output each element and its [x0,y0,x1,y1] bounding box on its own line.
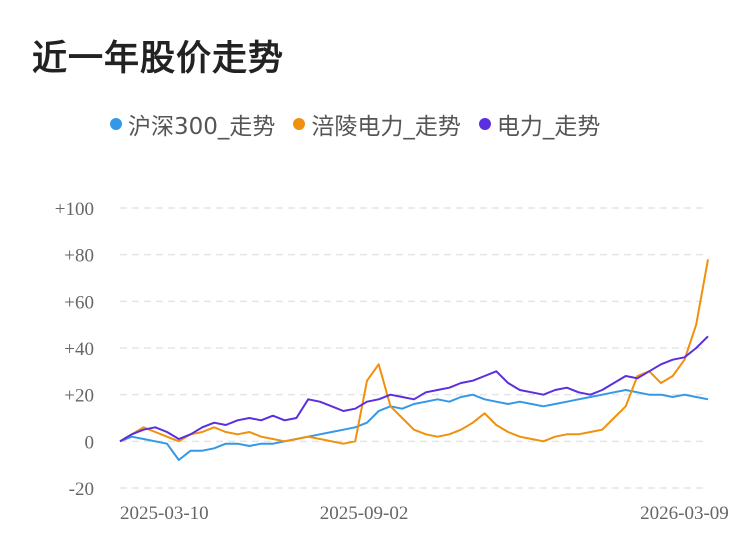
legend-dot-fuling [293,118,306,130]
grid-layer [120,207,708,489]
legend-label-dianli: 电力_走势 [496,114,601,140]
legend-item-fuling[interactable]: 涪陵电力_走势 [293,107,461,141]
y-axis-ticks: +100 +80 +60 +40 +20 0 -20 [55,199,94,500]
legend-dot-dianli [478,118,491,130]
legend-label-hs300: 沪深300_走势 [128,114,276,140]
series-line-fuling[interactable] [119,259,709,445]
legend-dot-hs300 [110,118,122,130]
legend-item-hs300[interactable]: 沪深300_走势 [110,107,275,141]
series-line-dianli[interactable] [119,335,709,443]
chart-title: 近一年股价走势 [32,39,285,79]
legend: 沪深300_走势 涪陵电力_走势 电力_走势 [110,108,618,140]
x-tick-label: 2025-09-02 [320,503,409,524]
y-tick-label: 0 [85,432,95,453]
legend-item-dianli[interactable]: 电力_走势 [478,107,601,141]
y-tick-label: +100 [55,199,94,220]
x-tick-label: 2026-03-09 [640,503,729,524]
x-axis-ticks: 2025-03-10 2025-09-02 2026-03-09 [120,503,729,524]
y-tick-label: +60 [64,292,94,313]
series-layer [119,259,709,461]
series-line-hs300[interactable] [119,389,709,461]
y-tick-label: +80 [64,246,94,267]
y-tick-label: -20 [69,479,94,500]
legend-label-fuling: 涪陵电力_走势 [311,114,461,140]
y-tick-label: +20 [64,386,94,407]
x-tick-label: 2025-03-10 [120,503,209,524]
y-tick-label: +40 [64,339,94,360]
